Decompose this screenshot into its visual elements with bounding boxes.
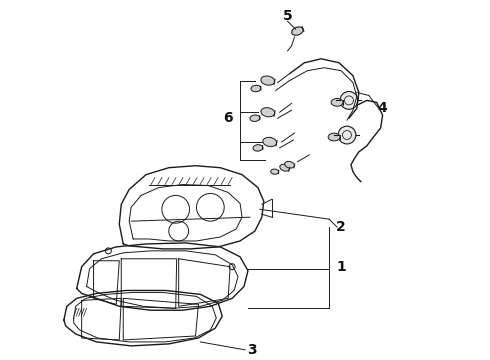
Ellipse shape <box>261 108 274 117</box>
Text: 2: 2 <box>336 220 346 234</box>
Text: 3: 3 <box>247 343 257 357</box>
Circle shape <box>340 91 358 109</box>
Text: 5: 5 <box>283 9 293 23</box>
Ellipse shape <box>250 115 260 121</box>
Ellipse shape <box>261 76 274 85</box>
Ellipse shape <box>251 85 261 92</box>
Text: 4: 4 <box>378 101 388 115</box>
Ellipse shape <box>263 138 277 147</box>
Ellipse shape <box>292 27 303 35</box>
Circle shape <box>338 126 356 144</box>
Text: 1: 1 <box>336 260 346 274</box>
Ellipse shape <box>328 133 340 141</box>
Ellipse shape <box>331 99 343 106</box>
Text: 6: 6 <box>223 111 233 125</box>
Ellipse shape <box>285 161 294 168</box>
Ellipse shape <box>271 169 279 174</box>
Ellipse shape <box>253 145 263 151</box>
Ellipse shape <box>280 164 290 171</box>
